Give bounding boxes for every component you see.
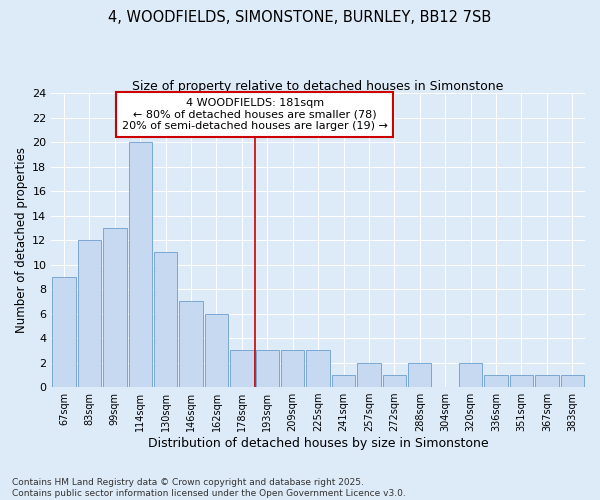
Bar (179, 302, 203, 387)
Bar (408, 362, 431, 387)
Text: 4, WOODFIELDS, SIMONSTONE, BURNLEY, BB12 7SB: 4, WOODFIELDS, SIMONSTONE, BURNLEY, BB12… (109, 10, 491, 25)
Bar (281, 350, 304, 387)
Bar (484, 375, 508, 387)
Text: 4 WOODFIELDS: 181sqm
← 80% of detached houses are smaller (78)
20% of semi-detac: 4 WOODFIELDS: 181sqm ← 80% of detached h… (122, 98, 388, 131)
Bar (535, 375, 559, 387)
Bar (383, 375, 406, 387)
Bar (205, 314, 228, 387)
Bar (560, 375, 584, 387)
Bar (307, 350, 330, 387)
Bar (78, 240, 101, 387)
Bar (459, 362, 482, 387)
Bar (52, 277, 76, 387)
Bar (256, 350, 279, 387)
Bar (332, 375, 355, 387)
Bar (103, 228, 127, 387)
Bar (510, 375, 533, 387)
Y-axis label: Number of detached properties: Number of detached properties (15, 147, 28, 333)
Title: Size of property relative to detached houses in Simonstone: Size of property relative to detached ho… (133, 80, 504, 93)
Bar (128, 142, 152, 387)
Text: Contains HM Land Registry data © Crown copyright and database right 2025.
Contai: Contains HM Land Registry data © Crown c… (12, 478, 406, 498)
Bar (357, 362, 380, 387)
Bar (230, 350, 254, 387)
Bar (154, 252, 178, 387)
X-axis label: Distribution of detached houses by size in Simonstone: Distribution of detached houses by size … (148, 437, 488, 450)
